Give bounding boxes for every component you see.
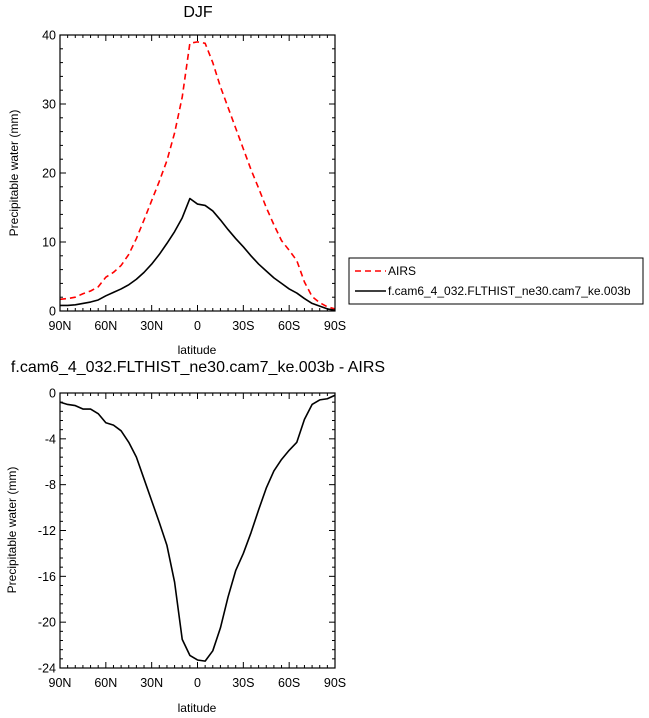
top-chart-title: DJF [183, 4, 213, 21]
top-series-line-2 [60, 197, 336, 312]
top-chart-series-group [59, 41, 336, 312]
bottom-x-tick-label: 90S [324, 676, 346, 690]
top-plot-frame [59, 34, 336, 312]
bottom-chart-ticks: 90N 60N 30N 0 30S 60S 90S -24 -20 -16 -12 -8 -4 0 [38, 387, 346, 691]
bottom-x-tick-label: 60S [278, 676, 300, 690]
top-chart-ticks: 90N 60N 30N 0 30S 60S 90S 0 10 20 30 40 [42, 29, 346, 334]
legend-label-airs: AIRS [388, 264, 416, 278]
bottom-y-tick-label: 0 [49, 387, 56, 401]
bottom-x-tick-label: 30S [232, 676, 254, 690]
legend: AIRS f.cam6_4_032.FLTHIST_ne30.cam7_ke.0… [348, 257, 644, 305]
top-y-tick-label: 40 [42, 29, 56, 43]
bottom-y-tick-label: -12 [38, 524, 56, 538]
bottom-x-tick-label: 30N [140, 676, 163, 690]
bottom-x-axis-title: latitude [178, 701, 217, 715]
bottom-x-tick-label: 0 [194, 676, 201, 690]
bottom-y-tick-label: -16 [38, 570, 56, 584]
bottom-y-tick-label: -4 [45, 432, 56, 446]
top-x-tick-label: 60N [94, 319, 117, 333]
top-y-tick-label: 0 [49, 305, 56, 319]
bottom-series-line-1 [59, 394, 336, 662]
top-y-axis-title: Precipitable water (mm) [7, 110, 21, 237]
bottom-y-tick-label: -24 [38, 662, 56, 676]
bottom-x-tick-label: 90N [49, 676, 72, 690]
top-y-tick-label: 10 [42, 236, 56, 250]
legend-label-model: f.cam6_4_032.FLTHIST_ne30.cam7_ke.003b [388, 284, 631, 298]
top-x-tick-label: 60S [278, 319, 300, 333]
top-x-tick-label: 90S [324, 319, 346, 333]
bottom-chart-panel: f.cam6_4_032.FLTHIST_ne30.cam7_ke.003b -… [5, 359, 385, 715]
top-x-tick-label: 90N [49, 319, 72, 333]
top-x-tick-label: 30N [140, 319, 163, 333]
top-x-tick-label: 30S [232, 319, 254, 333]
bottom-chart-series-group [59, 394, 336, 662]
bottom-y-tick-label: -8 [45, 478, 56, 492]
top-y-tick-label: 30 [42, 98, 56, 112]
top-chart-panel: DJF 90N 60N 30N 0 30S 60S 90S 0 10 20 30 40 latitud… [7, 4, 346, 357]
bottom-plot-frame [59, 392, 336, 669]
top-x-axis-title: latitude [178, 343, 217, 357]
legend-frame [348, 257, 644, 305]
top-x-tick-label: 0 [194, 319, 201, 333]
bottom-x-tick-label: 60N [94, 676, 117, 690]
bottom-chart-title: f.cam6_4_032.FLTHIST_ne30.cam7_ke.003b -… [11, 359, 385, 376]
bottom-y-tick-label: -20 [38, 616, 56, 630]
bottom-y-axis-title: Precipitable water (mm) [5, 467, 19, 594]
top-series-line-1 [59, 41, 336, 310]
top-y-tick-label: 20 [42, 167, 56, 181]
